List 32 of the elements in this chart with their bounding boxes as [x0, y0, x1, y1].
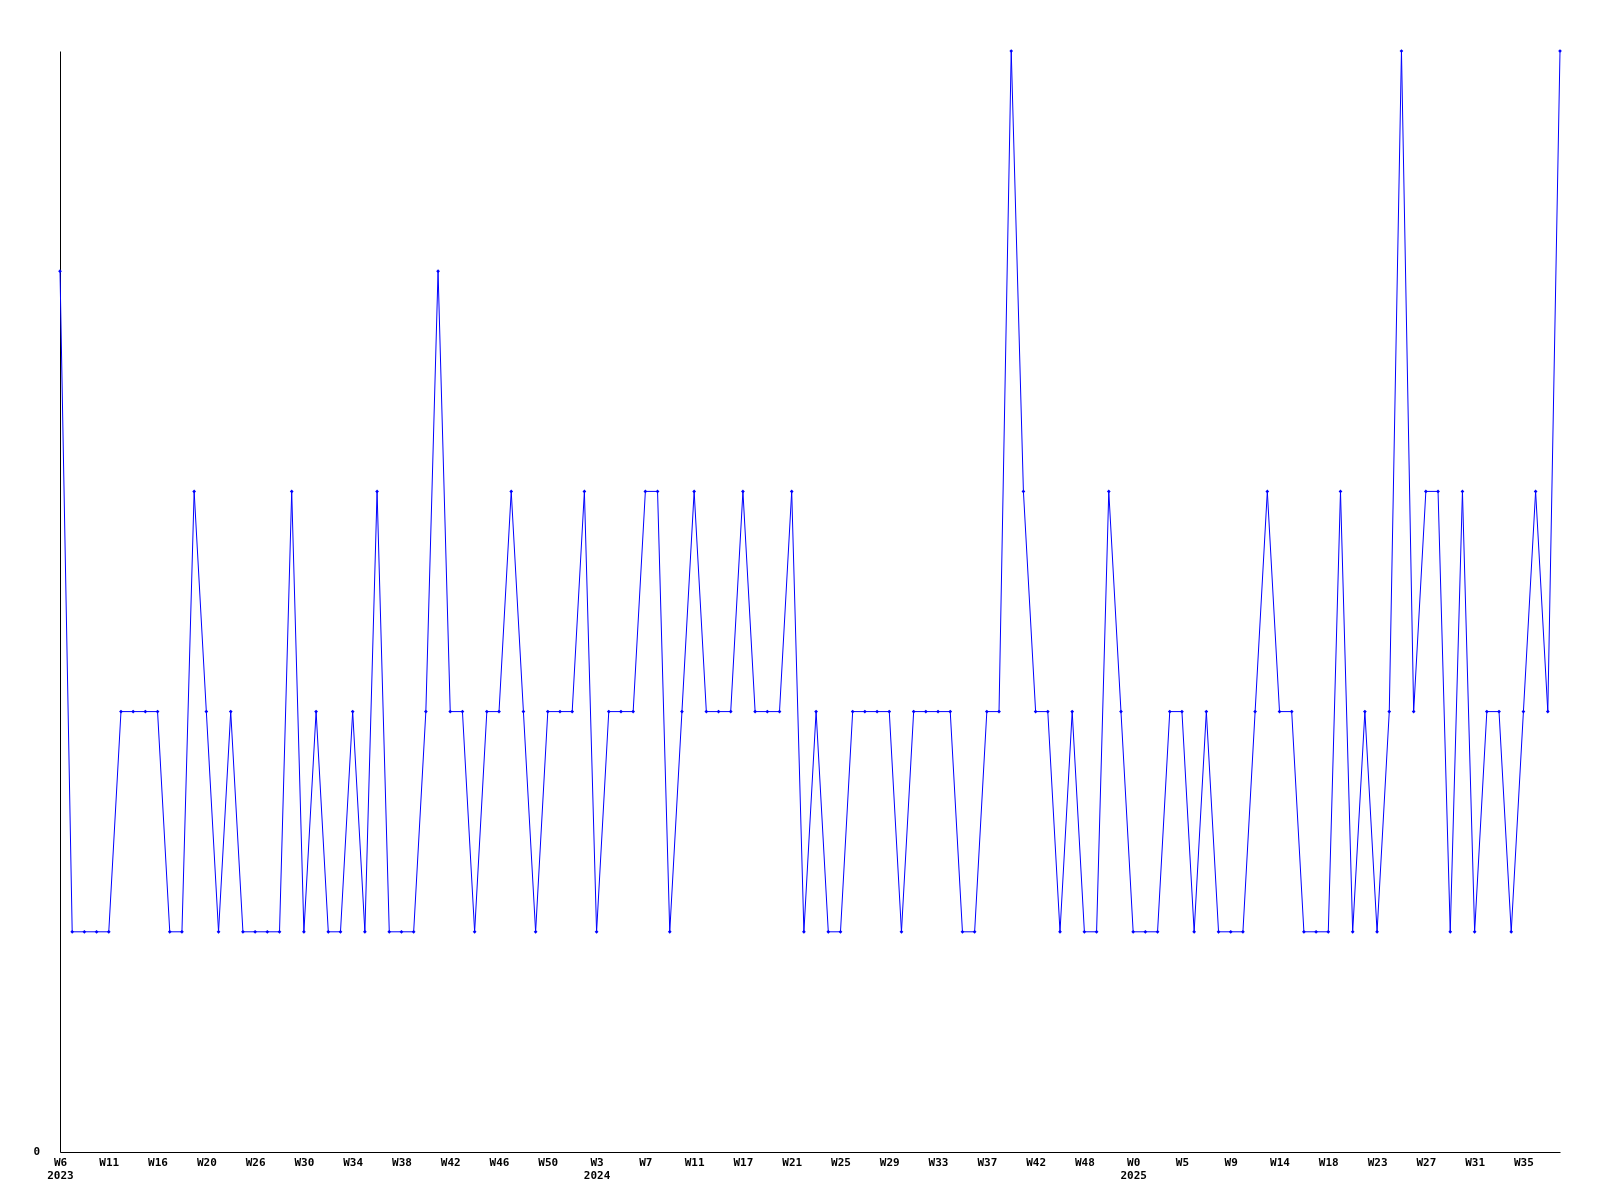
x-tick-label: W35 — [1513, 1155, 1534, 1169]
x-tick-label: W20 — [196, 1155, 217, 1169]
x-tick-label: W6 2023 — [47, 1155, 74, 1182]
x-tick-label: W27 — [1416, 1155, 1437, 1169]
x-tick-label: W21 — [782, 1155, 803, 1169]
x-tick-label: W48 — [1074, 1155, 1095, 1169]
x-tick-label: W14 — [1270, 1155, 1291, 1169]
x-tick-label: W9 — [1224, 1155, 1238, 1169]
x-tick-label: W34 — [343, 1155, 364, 1169]
x-tick-label: W23 — [1367, 1155, 1388, 1169]
x-tick-label: W26 — [245, 1155, 266, 1169]
x-tick-label: W30 — [294, 1155, 315, 1169]
x-tick-label: W16 — [148, 1155, 169, 1169]
x-tick-label: W38 — [392, 1155, 412, 1169]
x-tick-label: W3 2024 — [583, 1155, 611, 1182]
x-tick-label: W33 — [928, 1155, 949, 1169]
x-tick-label: W29 — [879, 1155, 900, 1169]
x-tick-label: W25 — [831, 1155, 851, 1169]
x-tick-label: W5 — [1175, 1155, 1190, 1169]
x-tick-label: W11 — [99, 1155, 120, 1169]
x-tick-label: W42 — [440, 1155, 461, 1169]
text: 0 — [33, 1145, 40, 1158]
x-tick-label: W37 — [977, 1155, 998, 1169]
x-tick-label: W18 — [1318, 1155, 1339, 1169]
x-tick-label: W11 — [684, 1155, 705, 1169]
x-tick-label: W31 — [1465, 1155, 1486, 1169]
x-tick-label: W42 — [1026, 1155, 1047, 1169]
x-tick-label: W0 2025 — [1120, 1155, 1147, 1182]
x-tick-label: W7 — [639, 1155, 653, 1169]
x-tick-label: W46 — [489, 1155, 510, 1169]
x-tick-label: W50 — [538, 1155, 559, 1169]
x-tick-label: W17 — [733, 1155, 754, 1169]
